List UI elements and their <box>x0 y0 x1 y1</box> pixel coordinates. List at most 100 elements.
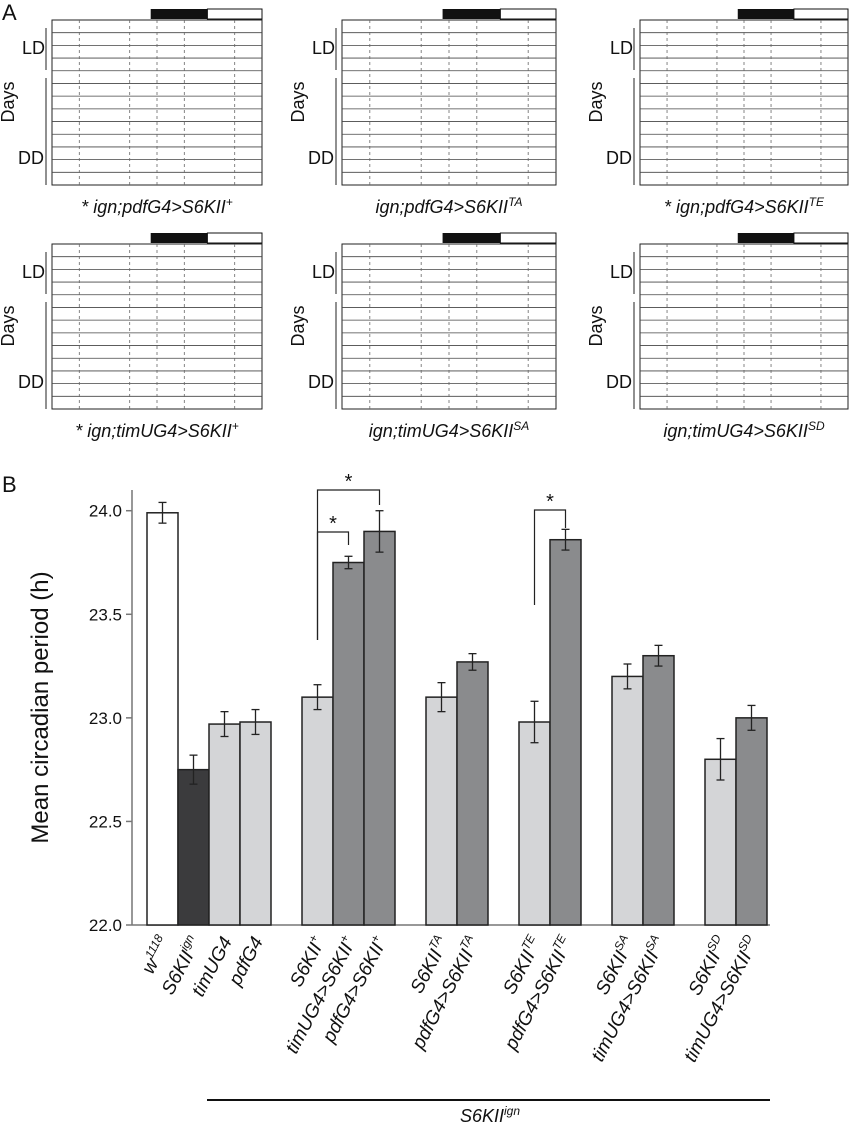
error-bar <box>468 652 477 671</box>
dark-phase <box>442 9 501 19</box>
dd-label: DD <box>18 372 44 392</box>
light-phase <box>793 8 849 20</box>
superscript: + <box>232 419 239 433</box>
days-label: Days <box>586 81 606 122</box>
dd-label: DD <box>308 372 334 392</box>
superscript: TA <box>508 195 522 209</box>
superscript: SD <box>808 419 825 433</box>
error-bar <box>561 528 570 551</box>
significance-bracket <box>316 489 381 640</box>
actogram-title: ign;timUG4>S6KIISD <box>663 419 825 441</box>
light-phase <box>499 8 557 20</box>
actogram-title: * ign;timUG4>S6KII+ <box>75 419 239 441</box>
y-tick-label: 23.5 <box>89 605 122 624</box>
group-text: S6KII <box>460 1106 504 1126</box>
bar <box>301 696 334 926</box>
significance-star: * <box>664 197 672 217</box>
light-phase <box>206 8 263 20</box>
genotype: ign;timUG4>S6KII <box>87 421 232 441</box>
error-bar <box>375 510 384 553</box>
error-bar <box>437 681 446 713</box>
bar <box>611 675 644 926</box>
light-phase <box>206 232 263 244</box>
ld-label: LD <box>312 38 335 58</box>
dark-phase <box>150 233 208 243</box>
bar <box>177 768 210 926</box>
days-label: Days <box>0 81 18 122</box>
days-label: Days <box>586 305 606 346</box>
error-bar <box>189 754 198 785</box>
ld-label: LD <box>312 262 335 282</box>
bar <box>208 723 241 926</box>
genotype: ign;timUG4>S6KII <box>663 421 808 441</box>
light-phase <box>499 232 557 244</box>
error-bar <box>220 710 229 738</box>
significance-bracket <box>533 509 567 605</box>
actogram: LD DD Days * ign;timUG4>S6KII+ <box>0 232 263 441</box>
x-tick-label: timUG4>S6KIISD <box>678 932 764 1066</box>
bar <box>518 721 551 926</box>
days-label: Days <box>0 305 18 346</box>
superscript: ign <box>177 932 197 953</box>
dark-phase <box>737 9 794 19</box>
bar <box>735 717 768 926</box>
superscript: 1118 <box>142 932 166 961</box>
bar <box>425 696 458 926</box>
bar <box>146 512 179 926</box>
actogram: LD DD Days ign;timUG4>S6KIISD <box>586 232 849 441</box>
bar <box>332 561 365 926</box>
error-bar <box>654 644 663 667</box>
error-bar <box>716 737 725 781</box>
genotype: ign;pdfG4>S6KII <box>93 197 226 217</box>
dd-label: DD <box>606 372 632 392</box>
ld-label: LD <box>610 38 633 58</box>
error-bar <box>623 663 632 690</box>
actogram-title: ign;pdfG4>S6KIITA <box>375 195 522 217</box>
panel-label: A <box>2 0 17 25</box>
bar <box>239 721 272 926</box>
superscript: TE <box>519 931 539 952</box>
superscript: TE <box>550 931 570 952</box>
ld-label: LD <box>610 262 633 282</box>
bar <box>456 661 489 926</box>
actogram-title: * ign;pdfG4>S6KII+ <box>81 195 233 217</box>
dark-phase <box>737 233 794 243</box>
x-tick-label: timUG4 <box>188 933 237 1000</box>
superscript: + <box>226 195 233 209</box>
bar <box>704 758 737 926</box>
error-bar <box>158 501 167 524</box>
superscript: TA <box>426 932 445 951</box>
y-tick-label: 23.0 <box>89 709 122 728</box>
bar <box>642 654 675 926</box>
genotype: ign;pdfG4>S6KII <box>676 197 809 217</box>
category-text: timUG4 <box>188 933 237 1000</box>
dd-label: DD <box>606 148 632 168</box>
significance-star: * <box>81 197 89 217</box>
group-label: S6KIIign <box>460 1104 520 1126</box>
dark-phase <box>442 233 501 243</box>
bar <box>363 530 396 926</box>
y-tick-label: 24.0 <box>89 502 122 521</box>
days-label: Days <box>288 81 308 122</box>
days-label: Days <box>288 305 308 346</box>
superscript: SA <box>513 419 529 433</box>
genotype: ign;timUG4>S6KII <box>369 421 514 441</box>
dark-phase <box>150 9 208 19</box>
y-tick-label: 22.0 <box>89 916 122 935</box>
error-bar <box>530 700 539 744</box>
error-bar <box>344 555 353 570</box>
actogram: LD DD Days ign;pdfG4>S6KIITA <box>288 8 557 217</box>
actogram-title: * ign;pdfG4>S6KIITE <box>664 195 825 217</box>
x-tick-label: timUG4>S6KIISA <box>585 932 671 1065</box>
superscript: TE <box>809 195 825 209</box>
bar <box>549 538 582 926</box>
significance-star: * <box>345 471 353 493</box>
ld-label: LD <box>22 38 45 58</box>
significance-star: * <box>546 491 554 513</box>
error-bar <box>313 684 322 711</box>
dd-label: DD <box>308 148 334 168</box>
y-tick-label: 22.5 <box>89 812 122 831</box>
superscript: TA <box>457 932 476 951</box>
actogram: LD DD Days ign;timUG4>S6KIISA <box>288 232 557 441</box>
